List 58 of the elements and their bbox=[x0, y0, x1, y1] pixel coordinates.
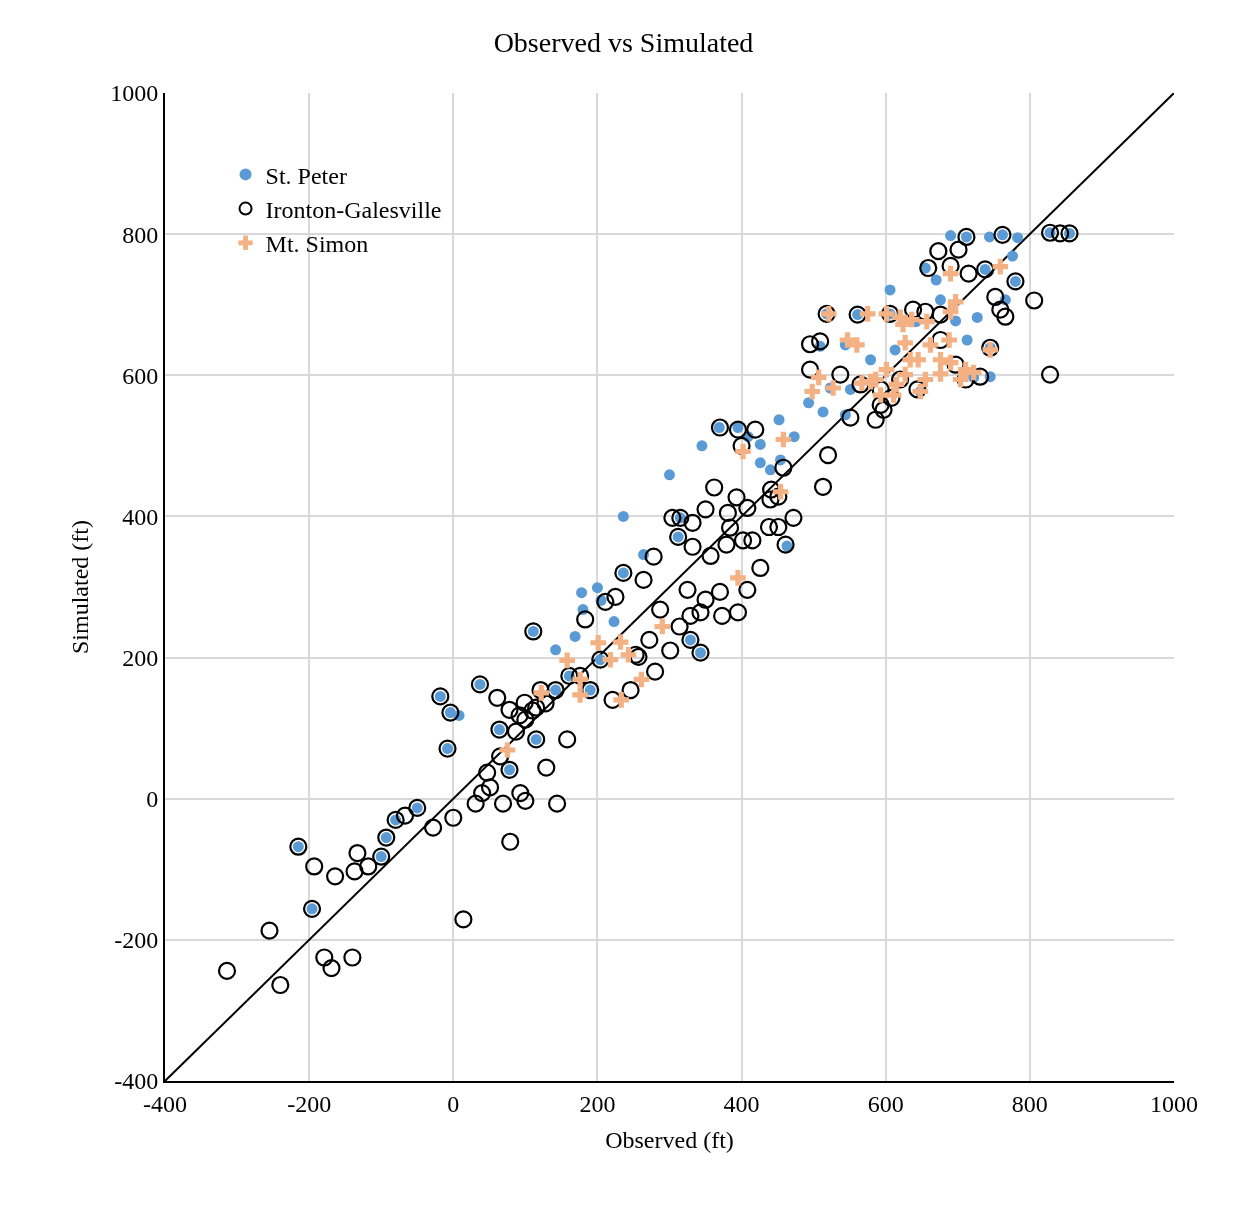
x-tick-label: 200 bbox=[579, 1090, 616, 1117]
point bbox=[572, 671, 588, 688]
point bbox=[572, 687, 588, 703]
point bbox=[775, 431, 792, 448]
point bbox=[633, 671, 650, 688]
y-tick-label: 800 bbox=[122, 221, 159, 248]
point bbox=[862, 373, 879, 390]
x-axis-title: Observed (ft) bbox=[605, 1126, 734, 1153]
point bbox=[897, 335, 913, 351]
point bbox=[772, 483, 789, 500]
point bbox=[804, 383, 820, 400]
x-tick-label: 400 bbox=[723, 1090, 760, 1117]
point bbox=[620, 646, 637, 663]
point bbox=[825, 380, 841, 396]
y-tick-label: -200 bbox=[114, 927, 159, 954]
point bbox=[602, 651, 619, 668]
point bbox=[932, 351, 949, 368]
point bbox=[922, 337, 939, 353]
point bbox=[878, 361, 895, 378]
point bbox=[919, 313, 935, 330]
point bbox=[849, 337, 865, 353]
y-tick-label: 200 bbox=[122, 644, 159, 671]
point bbox=[942, 265, 959, 282]
point bbox=[810, 369, 827, 386]
y-tick-label: 600 bbox=[122, 362, 159, 389]
point bbox=[917, 371, 934, 388]
x-tick-label: 1000 bbox=[1150, 1090, 1198, 1117]
point bbox=[735, 443, 751, 460]
point bbox=[952, 371, 969, 388]
x-tick-label: 600 bbox=[867, 1090, 904, 1117]
x-tick-label: 0 bbox=[447, 1090, 460, 1117]
x-tick-label: 800 bbox=[1011, 1090, 1048, 1117]
y-tick-label: 400 bbox=[122, 503, 159, 530]
point bbox=[878, 306, 895, 322]
point bbox=[654, 618, 671, 635]
point bbox=[942, 303, 959, 320]
legend-label: Ironton-Galesville bbox=[265, 196, 442, 223]
point bbox=[897, 366, 913, 383]
legend-label: St. Peter bbox=[265, 162, 347, 189]
x-tick-label: -200 bbox=[287, 1090, 332, 1117]
y-axis-title: Simulated (ft) bbox=[66, 520, 93, 654]
point bbox=[992, 258, 1009, 275]
chart-title: Observed vs Simulated bbox=[493, 27, 754, 59]
y-tick-label: 1000 bbox=[110, 80, 159, 107]
point bbox=[533, 685, 550, 701]
point bbox=[885, 387, 902, 403]
point bbox=[859, 306, 876, 322]
point bbox=[590, 634, 606, 651]
point bbox=[499, 742, 516, 758]
y-tick-label: 0 bbox=[146, 786, 159, 813]
point bbox=[947, 294, 964, 310]
point bbox=[559, 652, 575, 669]
point bbox=[941, 332, 957, 348]
point bbox=[730, 570, 746, 586]
point bbox=[612, 634, 629, 650]
legend-label: Mt. Simon bbox=[265, 231, 369, 258]
point bbox=[613, 692, 630, 708]
point bbox=[982, 342, 999, 358]
